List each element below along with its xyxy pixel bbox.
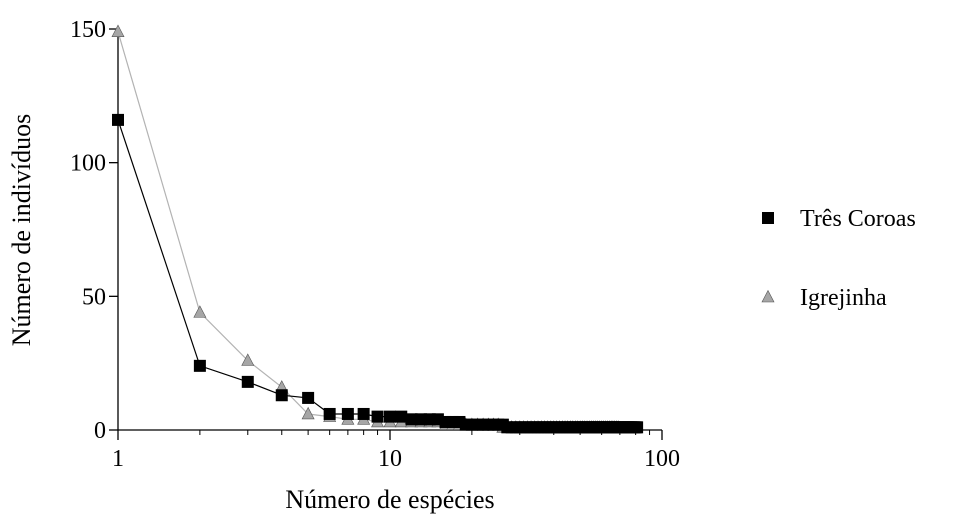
y-tick-label: 50 <box>82 284 106 310</box>
data-point-tres-coroas <box>241 375 254 388</box>
data-point-tres-coroas <box>384 410 396 423</box>
series-line-igrejinha <box>117 31 619 428</box>
data-point-igrejinha <box>111 24 125 37</box>
data-point-tres-coroas <box>631 421 644 434</box>
data-point-tres-coroas <box>371 410 384 423</box>
y-axis-title: Número de indivíduos <box>7 114 36 347</box>
data-point-tres-coroas <box>341 407 354 420</box>
data-point-tres-coroas <box>395 410 408 423</box>
data-point-tres-coroas <box>302 391 315 404</box>
legend-marker-igrejinha <box>761 289 775 303</box>
series-layer <box>111 24 644 434</box>
data-point-tres-coroas <box>323 407 336 420</box>
data-point-tres-coroas <box>405 413 418 426</box>
x-axis-title: Número de espécies <box>285 485 494 514</box>
data-point-tres-coroas <box>193 359 206 372</box>
y-tick-label: 0 <box>94 418 106 444</box>
legend-label-tres-coroas: Três Coroas <box>800 206 916 232</box>
legend: Três Coroas Igrejinha <box>761 206 916 311</box>
legend-marker-tres-coroas <box>762 212 774 224</box>
data-point-igrejinha <box>241 353 255 366</box>
data-point-tres-coroas <box>275 389 288 402</box>
x-tick-label: 1 <box>112 446 124 472</box>
data-point-igrejinha <box>301 406 315 420</box>
data-point-tres-coroas <box>112 113 124 126</box>
x-tick-label: 10 <box>378 446 402 472</box>
x-tick-label: 100 <box>644 446 680 472</box>
series-line-tres-coroas <box>117 119 638 428</box>
y-tick-label: 100 <box>70 151 106 177</box>
y-tick-label: 150 <box>70 17 106 43</box>
axes: 0 50 100 150 1 10 100 <box>70 17 680 472</box>
data-point-tres-coroas <box>357 407 370 420</box>
legend-label-igrejinha: Igrejinha <box>800 285 887 311</box>
data-point-igrejinha <box>193 305 207 318</box>
